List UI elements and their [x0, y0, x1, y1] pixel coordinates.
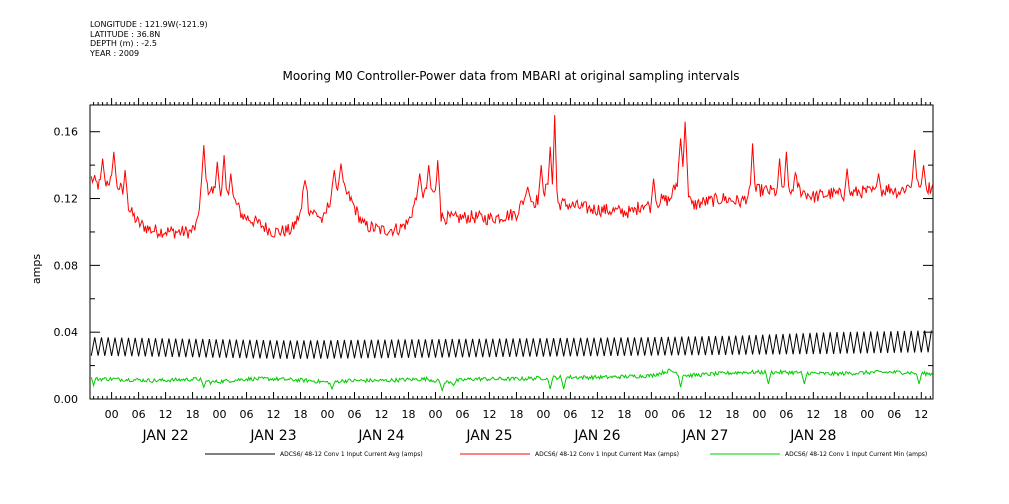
x-tick-label: 06 [563, 408, 577, 421]
plot-frame [89, 104, 934, 400]
chart-title: Mooring M0 Controller-Power data from MB… [282, 69, 739, 83]
x-tick-label: 00 [428, 408, 442, 421]
legend-label: ADCS6/ 48-12 Conv 1 Input Current Min (a… [785, 451, 927, 458]
x-tick-label: 06 [132, 408, 146, 421]
x-tick-label: 06 [240, 408, 254, 421]
y-tick-label: 0.08 [54, 259, 79, 272]
x-tick-label: 00 [321, 408, 335, 421]
x-tick-label: 18 [617, 408, 631, 421]
x-tick-label: 12 [482, 408, 496, 421]
y-axis-label: amps [30, 254, 43, 284]
day-label: JAN 24 [357, 428, 404, 444]
y-tick-label: 0.04 [54, 326, 79, 339]
series-line [90, 330, 932, 359]
y-tick-label: 0.12 [54, 193, 79, 206]
x-tick-label: 00 [752, 408, 766, 421]
x-tick-label: 00 [644, 408, 658, 421]
y-tick-label: 0.16 [54, 126, 79, 139]
longitude-text: LONGITUDE : 121.9W(-121.9) [90, 20, 208, 29]
x-tick-label: 00 [105, 408, 119, 421]
legend-label: ADCS6/ 48-12 Conv 1 Input Current Max (a… [535, 451, 679, 458]
x-tick-label: 06 [348, 408, 362, 421]
legend-label: ADCS6/ 48-12 Conv 1 Input Current Avg (a… [280, 451, 423, 458]
axis-ticks: 0.00 0.04 0.08 0.12 0.16 00 06 12 18 00 06 12 18 00 06… [54, 98, 933, 444]
x-tick-label: 00 [213, 408, 227, 421]
x-tick-label: 06 [455, 408, 469, 421]
day-label: JAN 27 [681, 428, 728, 444]
x-tick-label: 00 [860, 408, 874, 421]
x-tick-label: 18 [401, 408, 415, 421]
x-tick-label: 06 [887, 408, 901, 421]
x-tick-label: 12 [698, 408, 712, 421]
series-group [90, 114, 934, 393]
x-tick-label: 18 [294, 408, 308, 421]
x-tick-label: 12 [590, 408, 604, 421]
legend: ADCS6/ 48-12 Conv 1 Input Current Avg (a… [205, 451, 927, 458]
x-tick-label: 06 [779, 408, 793, 421]
day-label: JAN 26 [573, 428, 620, 444]
series-line [90, 114, 934, 239]
series-line [90, 368, 933, 393]
day-label: JAN 28 [789, 428, 836, 444]
x-tick-label: 12 [159, 408, 173, 421]
y-tick-label: 0.00 [54, 393, 79, 406]
day-label: JAN 23 [249, 428, 296, 444]
x-tick-label: 18 [509, 408, 523, 421]
day-label: JAN 25 [465, 428, 512, 444]
x-tick-label: 00 [536, 408, 550, 421]
x-tick-label: 12 [914, 408, 928, 421]
x-tick-label: 18 [186, 408, 200, 421]
latitude-text: LATITUDE : 36.8N [90, 29, 161, 39]
x-tick-label: 18 [833, 408, 847, 421]
x-tick-label: 18 [725, 408, 739, 421]
x-tick-label: 12 [267, 408, 281, 421]
x-tick-label: 12 [806, 408, 820, 421]
x-tick-label: 12 [374, 408, 388, 421]
metadata-block: LONGITUDE : 121.9W(-121.9) LATITUDE : 36… [90, 20, 208, 58]
depth-text: DEPTH (m) : -2.5 [90, 39, 157, 48]
day-label: JAN 22 [141, 428, 188, 444]
year-text: YEAR : 2009 [90, 48, 140, 58]
x-tick-label: 06 [671, 408, 685, 421]
